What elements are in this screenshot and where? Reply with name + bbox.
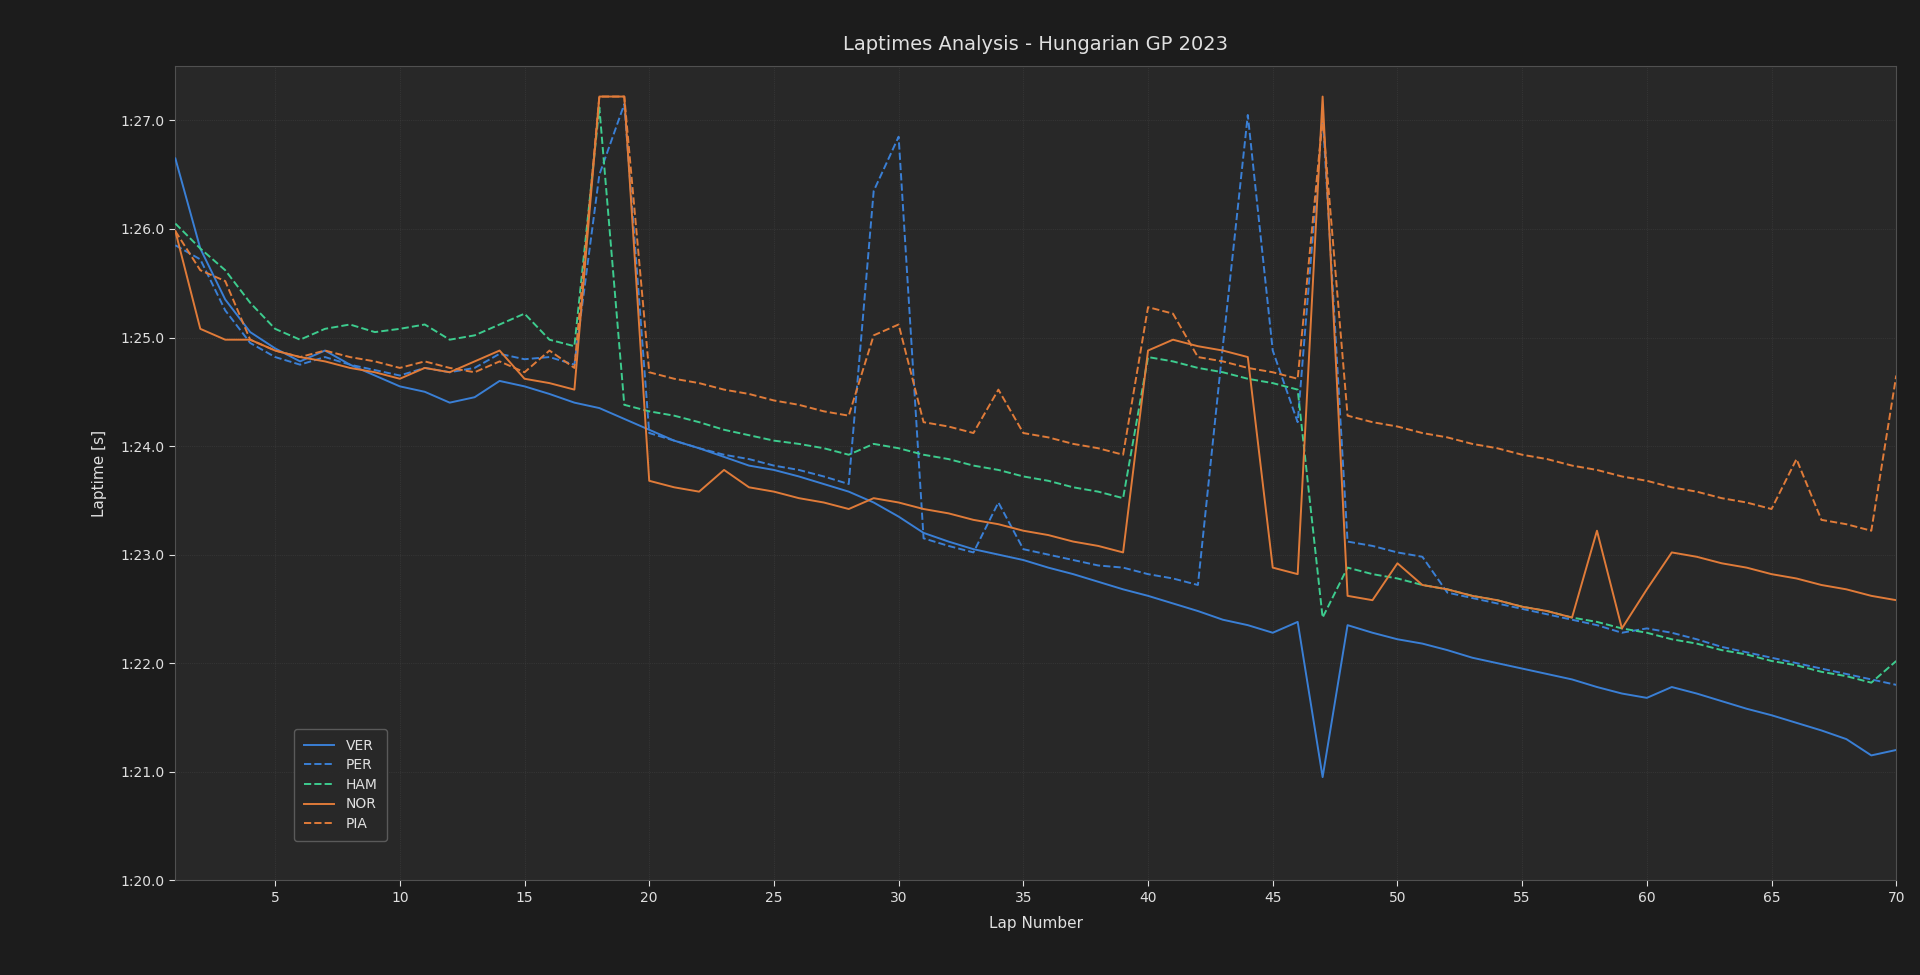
HAM: [1885, 655, 1908, 667]
VER: [1636, 692, 1659, 704]
PIA: [388, 362, 411, 373]
HAM: [712, 424, 735, 436]
PER: [612, 98, 636, 110]
PER: [1885, 679, 1908, 690]
PIA: [1885, 370, 1908, 381]
X-axis label: Lap Number: Lap Number: [989, 916, 1083, 931]
VER: [563, 397, 586, 409]
PER: [1636, 623, 1659, 635]
NOR: [912, 503, 935, 515]
NOR: [1611, 623, 1634, 635]
Legend: VER, PER, HAM, NOR, PIA: VER, PER, HAM, NOR, PIA: [294, 729, 388, 840]
PER: [163, 240, 186, 252]
PER: [1661, 627, 1684, 639]
PIA: [563, 362, 586, 373]
NOR: [1686, 551, 1709, 563]
Line: HAM: HAM: [175, 107, 1897, 682]
HAM: [563, 340, 586, 352]
NOR: [712, 464, 735, 476]
Line: VER: VER: [175, 158, 1897, 777]
PER: [563, 359, 586, 370]
Line: NOR: NOR: [175, 97, 1897, 629]
Line: PIA: PIA: [175, 97, 1897, 530]
HAM: [1661, 634, 1684, 645]
PIA: [912, 416, 935, 428]
VER: [1112, 583, 1135, 595]
PER: [1137, 568, 1160, 580]
PIA: [163, 225, 186, 237]
HAM: [1860, 677, 1884, 688]
NOR: [388, 372, 411, 384]
NOR: [163, 225, 186, 237]
HAM: [388, 323, 411, 334]
VER: [687, 443, 710, 454]
PIA: [1661, 482, 1684, 493]
PIA: [1137, 301, 1160, 313]
NOR: [1137, 345, 1160, 357]
HAM: [912, 448, 935, 460]
Line: PER: PER: [175, 104, 1897, 684]
PIA: [1860, 525, 1884, 536]
VER: [388, 380, 411, 392]
HAM: [1137, 351, 1160, 363]
Y-axis label: Laptime [s]: Laptime [s]: [92, 430, 108, 517]
VER: [1885, 744, 1908, 756]
PIA: [588, 91, 611, 102]
HAM: [163, 217, 186, 229]
PER: [712, 448, 735, 460]
PIA: [712, 384, 735, 396]
VER: [1661, 682, 1684, 693]
HAM: [588, 101, 611, 113]
NOR: [563, 384, 586, 396]
PER: [388, 370, 411, 381]
NOR: [588, 91, 611, 102]
Title: Laptimes Analysis - Hungarian GP 2023: Laptimes Analysis - Hungarian GP 2023: [843, 34, 1229, 54]
NOR: [1885, 595, 1908, 606]
VER: [1311, 771, 1334, 783]
VER: [163, 152, 186, 164]
